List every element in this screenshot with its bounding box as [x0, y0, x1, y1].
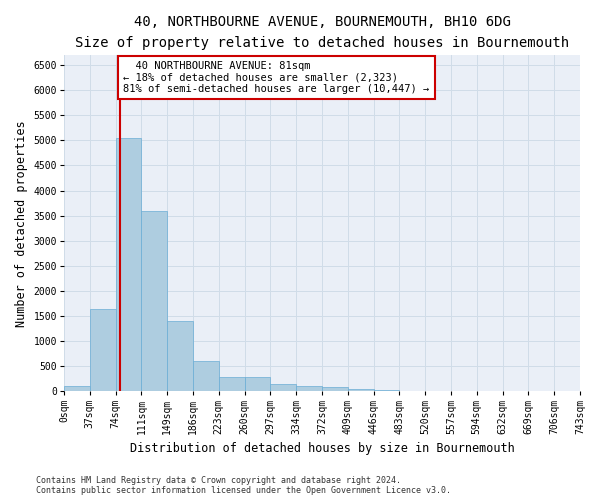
Bar — [219, 376, 245, 392]
Bar — [90, 308, 116, 392]
Text: 40 NORTHBOURNE AVENUE: 81sqm
← 18% of detached houses are smaller (2,323)
81% of: 40 NORTHBOURNE AVENUE: 81sqm ← 18% of de… — [123, 61, 430, 94]
Bar — [245, 377, 271, 392]
Bar — [296, 386, 322, 392]
Bar — [167, 321, 193, 392]
X-axis label: Distribution of detached houses by size in Bournemouth: Distribution of detached houses by size … — [130, 442, 514, 455]
Bar — [193, 361, 219, 392]
Bar — [374, 390, 400, 392]
Text: Contains HM Land Registry data © Crown copyright and database right 2024.
Contai: Contains HM Land Registry data © Crown c… — [36, 476, 451, 495]
Bar — [348, 389, 374, 392]
Bar — [64, 386, 90, 392]
Bar — [271, 384, 296, 392]
Bar — [322, 388, 348, 392]
Title: 40, NORTHBOURNE AVENUE, BOURNEMOUTH, BH10 6DG
Size of property relative to detac: 40, NORTHBOURNE AVENUE, BOURNEMOUTH, BH1… — [75, 15, 569, 50]
Bar — [142, 210, 167, 392]
Bar — [116, 138, 142, 392]
Y-axis label: Number of detached properties: Number of detached properties — [15, 120, 28, 326]
